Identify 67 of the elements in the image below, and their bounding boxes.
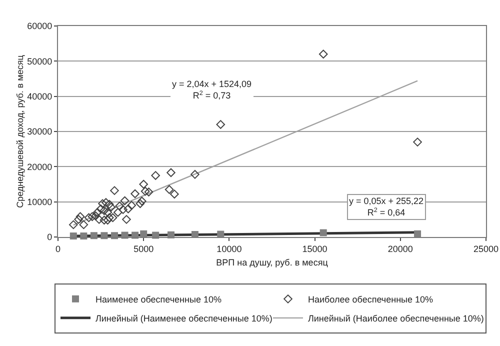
y-tick-label: 20000: [27, 162, 52, 172]
y-tick-label: 0: [47, 232, 52, 242]
point: [122, 215, 131, 224]
point: [96, 204, 106, 214]
y-tick-label: 50000: [27, 56, 52, 66]
x-tick-label: 0: [55, 244, 61, 254]
point: [127, 200, 136, 210]
point: [136, 199, 145, 208]
point: [217, 230, 224, 238]
point: [94, 215, 104, 224]
point: [115, 202, 124, 210]
point: [74, 215, 83, 224]
point: [103, 208, 112, 217]
point: [166, 168, 176, 178]
point: [151, 171, 160, 180]
point: [76, 212, 85, 221]
point: [320, 229, 327, 236]
point: [100, 216, 109, 225]
y-tick-label: 60000: [27, 21, 52, 32]
x-tick-label: 25000: [473, 244, 499, 254]
y-tick-label: 10000: [27, 196, 52, 207]
point: [69, 220, 78, 230]
point: [164, 185, 174, 194]
point: [137, 196, 146, 206]
point: [120, 196, 130, 206]
annotation: y = 0,05x + 255,22 R$^{2}$ = 0,64: [349, 196, 424, 218]
y-axis-title: Среднедушевой доход, руб. в месяц: [15, 55, 26, 208]
x-tick-label: 10000: [216, 244, 242, 254]
legend-label: Линейный (Наиболее обеспеченные 10%): [308, 313, 484, 324]
legend-label: Наименее обеспеченные 10%: [96, 294, 222, 304]
point: [104, 200, 114, 209]
point: [140, 186, 150, 196]
point: [104, 213, 114, 222]
point: [108, 213, 118, 222]
point: [110, 186, 119, 195]
point: [79, 220, 88, 230]
point: [100, 206, 109, 216]
x-tick-label: 15000: [302, 244, 328, 254]
point: [140, 230, 148, 238]
y-tick-label: 40000: [27, 91, 52, 102]
x-tick-label: 20000: [388, 244, 413, 254]
legend-label: Наиболее обеспеченные 10%: [308, 294, 434, 304]
point: [91, 212, 100, 220]
point: [98, 199, 107, 208]
point: [106, 202, 116, 212]
x-axis-title: ВРП на душу, руб. в месяц: [216, 258, 328, 268]
y-tick-label: 30000: [27, 126, 52, 137]
point: [84, 213, 94, 222]
legend-label: Линейный (Наименее обеспеченные 10%): [96, 313, 272, 324]
point: [102, 198, 110, 207]
point: [118, 205, 128, 214]
point: [114, 208, 122, 217]
annotation: y = 2,04x + 1524,09 R$^{2}$ = 0,73: [172, 79, 252, 101]
point: [103, 216, 112, 225]
point: [414, 230, 422, 238]
point: [88, 212, 97, 221]
point: [216, 120, 226, 129]
x-tick-label: 5000: [134, 244, 154, 254]
point: [413, 138, 422, 146]
point: [139, 180, 148, 189]
point: [124, 204, 133, 214]
point: [144, 188, 154, 196]
point: [318, 50, 328, 59]
point: [170, 190, 179, 198]
point: [130, 189, 140, 198]
point: [92, 208, 102, 217]
point: [190, 170, 200, 179]
